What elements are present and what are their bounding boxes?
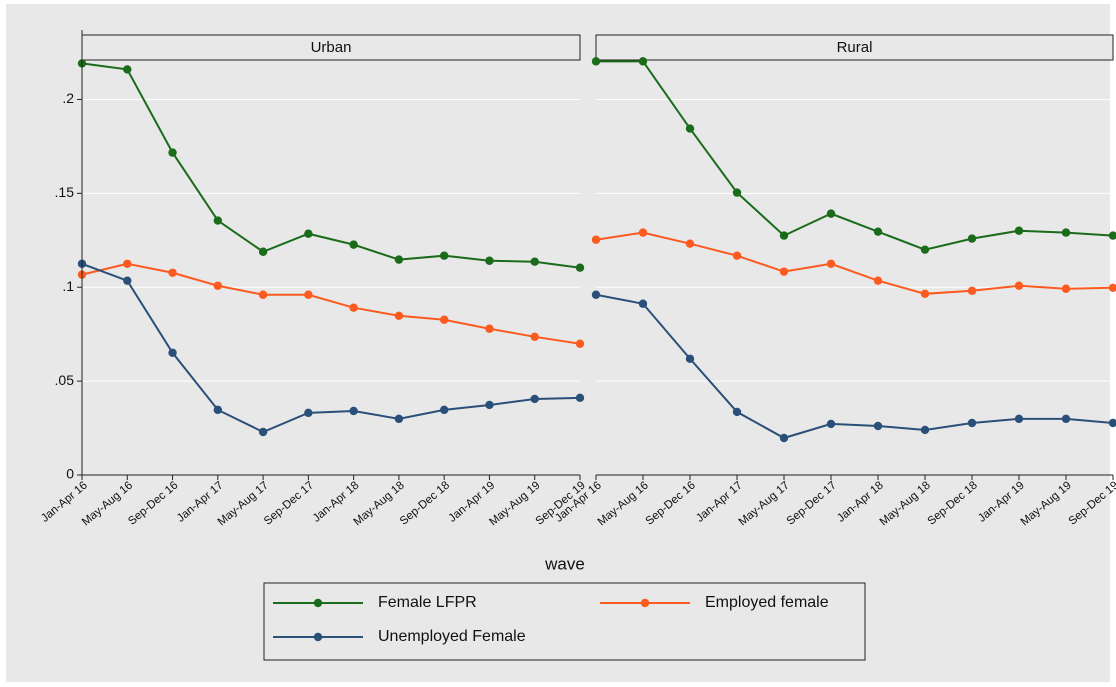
y-tick-label: 0: [66, 466, 74, 482]
data-point: [439, 315, 449, 324]
data-point: [591, 235, 601, 244]
data-point: [168, 148, 177, 157]
data-point: [685, 354, 695, 363]
series-line: [81, 262, 581, 434]
series-line: [595, 293, 1114, 440]
data-point: [530, 394, 539, 404]
data-point: [123, 259, 132, 268]
data-point: [685, 124, 695, 133]
data-point: [485, 256, 494, 265]
panel-header: [595, 34, 1114, 61]
data-point: [826, 419, 836, 429]
data-point: [967, 418, 977, 428]
data-point: [349, 240, 358, 249]
data-point: [304, 290, 313, 299]
data-point: [638, 299, 648, 308]
data-point: [530, 257, 539, 266]
data-point: [1108, 418, 1116, 428]
data-point: [779, 433, 789, 443]
data-point: [304, 229, 313, 238]
data-point: [873, 276, 883, 285]
x-axis-title: wave: [544, 554, 585, 573]
data-point: [394, 255, 404, 264]
legend-marker: [640, 598, 650, 608]
data-point: [1014, 414, 1024, 424]
panel-title: Urban: [311, 39, 352, 56]
data-point: [591, 290, 601, 299]
data-point: [1061, 284, 1071, 293]
data-point: [530, 332, 539, 342]
legend-label: Unemployed Female: [378, 628, 526, 645]
data-point: [779, 231, 789, 240]
data-point: [1014, 226, 1024, 235]
data-point: [439, 405, 449, 415]
series-line: [595, 231, 1114, 295]
data-point: [967, 234, 977, 243]
data-point: [873, 421, 883, 431]
legend-marker: [313, 632, 323, 642]
data-point: [394, 311, 404, 320]
data-point: [213, 216, 223, 225]
data-point: [168, 268, 177, 277]
y-tick-label: .05: [55, 372, 75, 388]
background: [6, 4, 1110, 682]
data-point: [304, 408, 313, 418]
data-point: [258, 427, 268, 437]
data-point: [439, 251, 449, 260]
data-point: [920, 425, 930, 435]
data-point: [732, 188, 742, 197]
panel-header: [81, 34, 581, 61]
data-point: [349, 406, 358, 416]
data-point: [575, 393, 585, 403]
data-point: [1014, 281, 1024, 290]
data-point: [920, 289, 930, 299]
legend-marker: [313, 598, 323, 608]
y-tick-label: .1: [62, 278, 74, 294]
data-point: [213, 281, 223, 290]
data-point: [826, 209, 836, 218]
series-line: [81, 62, 581, 269]
series-line: [596, 60, 1114, 251]
data-point: [485, 400, 494, 410]
legend-label: Female LFPR: [378, 594, 477, 611]
panel-title: Rural: [837, 39, 873, 56]
data-point: [168, 348, 177, 357]
data-point: [213, 405, 223, 415]
data-point: [258, 247, 268, 256]
data-point: [967, 286, 977, 296]
series-line: [81, 262, 581, 345]
data-point: [575, 339, 585, 348]
data-point: [685, 239, 695, 248]
data-point: [1061, 228, 1071, 237]
y-tick-label: .15: [55, 184, 75, 200]
data-point: [732, 251, 742, 260]
data-point: [1108, 283, 1116, 292]
data-point: [638, 57, 648, 66]
data-point: [394, 414, 404, 424]
data-point: [873, 227, 883, 236]
data-point: [826, 259, 836, 268]
data-point: [591, 57, 601, 66]
data-point: [485, 324, 494, 333]
data-point: [1061, 414, 1071, 424]
y-tick-label: .2: [62, 90, 74, 106]
legend: [263, 582, 866, 661]
data-point: [349, 303, 358, 312]
data-point: [638, 228, 648, 237]
data-point: [123, 65, 132, 74]
data-point: [732, 407, 742, 417]
data-point: [779, 267, 789, 276]
data-point: [1108, 231, 1116, 240]
legend-label: Employed female: [705, 594, 829, 611]
data-point: [258, 290, 268, 299]
data-point: [575, 263, 585, 272]
data-point: [920, 245, 930, 254]
data-point: [123, 276, 132, 285]
